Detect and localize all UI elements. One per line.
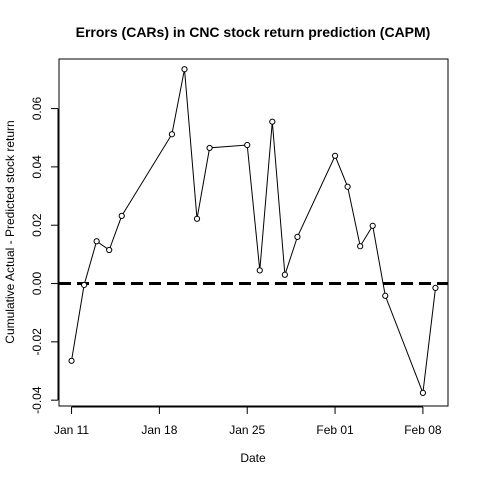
data-point — [344, 183, 351, 190]
data-point — [80, 281, 88, 289]
x-tick-label: Jan 25 — [229, 423, 265, 437]
data-point — [244, 141, 251, 149]
data-point — [294, 233, 301, 240]
y-tick-label: 0.02 — [30, 213, 44, 237]
data-point — [281, 271, 288, 278]
x-tick-label: Jan 18 — [141, 423, 177, 437]
series-line — [71, 69, 436, 394]
axes-layer: Jan 11 Jan 18 Jan 25 Feb 01 Feb 08 -0.04 -0.02… — [30, 97, 442, 437]
y-tick-label: -0.02 — [30, 328, 44, 356]
data-point — [369, 222, 376, 229]
data-point — [93, 238, 100, 245]
data-point — [181, 66, 188, 73]
y-tick-label: 0.00 — [30, 272, 44, 296]
data-point — [382, 292, 389, 299]
x-axis-label: Date — [240, 451, 266, 465]
data-point — [118, 212, 125, 219]
data-point — [269, 118, 276, 125]
x-tick-label: Feb 01 — [316, 423, 354, 437]
data-point — [106, 246, 113, 254]
data-point — [432, 284, 439, 292]
chart-title: Errors (CARs) in CNC stock return predic… — [76, 24, 431, 40]
data-point — [419, 389, 427, 396]
data-point — [193, 215, 201, 222]
y-axis-label: Cumulative Actual - Predicted stock retu… — [3, 120, 17, 343]
data-point — [256, 267, 263, 274]
y-tick-label: 0.04 — [30, 155, 44, 179]
data-point — [331, 152, 339, 159]
y-tick-label: 0.06 — [30, 97, 44, 121]
data-layer — [59, 66, 448, 396]
plot-frame — [58, 58, 449, 407]
data-point — [68, 357, 75, 364]
y-tick-label: -0.04 — [30, 386, 44, 414]
x-tick-label: Jan 11 — [54, 423, 89, 437]
data-point — [357, 243, 364, 250]
data-point — [168, 131, 176, 138]
x-tick-label: Feb 08 — [404, 423, 442, 437]
data-point — [206, 144, 213, 152]
